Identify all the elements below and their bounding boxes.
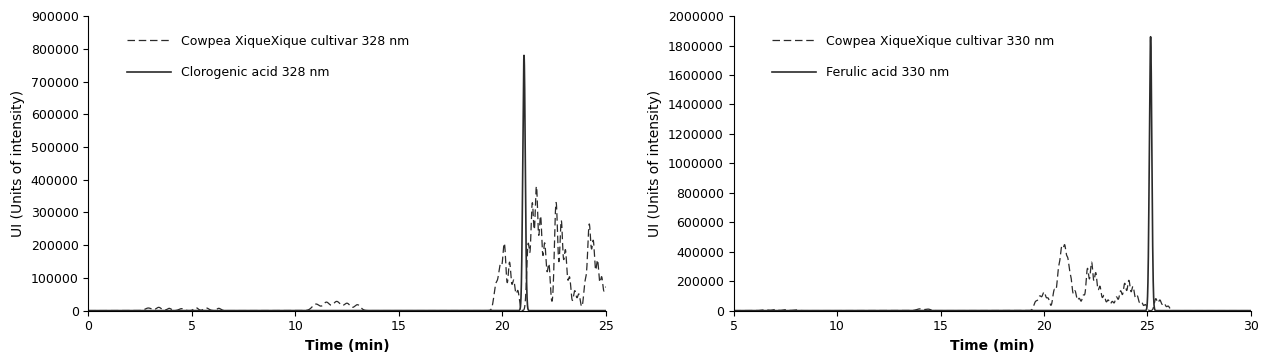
Clorogenic acid 328 nm [570, 308, 585, 313]
Cowpea XiqueXique cultivar 330 nm [827, 308, 842, 313]
Legend: Cowpea XiqueXique cultivar 330 nm, Ferulic acid 330 nm: Cowpea XiqueXique cultivar 330 nm, Ferul… [766, 28, 1060, 86]
Cowpea XiqueXique cultivar 328 nm [570, 292, 585, 296]
Line: Ferulic acid 330 nm: Ferulic acid 330 nm [734, 37, 1251, 310]
Cowpea XiqueXique cultivar 328 nm [112, 308, 127, 313]
Line: Clorogenic acid 328 nm: Clorogenic acid 328 nm [89, 55, 606, 310]
Cowpea XiqueXique cultivar 330 nm [1217, 308, 1232, 313]
Clorogenic acid 328 nm [102, 308, 117, 313]
X-axis label: Time (min): Time (min) [950, 339, 1035, 353]
Cowpea XiqueXique cultivar 330 nm [747, 308, 762, 313]
Line: Cowpea XiqueXique cultivar 330 nm: Cowpea XiqueXique cultivar 330 nm [734, 245, 1251, 310]
Cowpea XiqueXique cultivar 330 nm [728, 308, 743, 313]
Cowpea XiqueXique cultivar 328 nm [102, 308, 117, 313]
Cowpea XiqueXique cultivar 328 nm [334, 303, 349, 307]
Cowpea XiqueXique cultivar 328 nm [598, 285, 613, 289]
Ferulic acid 330 nm [728, 308, 743, 313]
Clorogenic acid 328 nm [334, 308, 349, 313]
Y-axis label: UI (Units of intensity): UI (Units of intensity) [649, 90, 663, 237]
Legend: Cowpea XiqueXique cultivar 328 nm, Clorogenic acid 328 nm: Cowpea XiqueXique cultivar 328 nm, Cloro… [121, 28, 415, 86]
Clorogenic acid 328 nm [112, 308, 127, 313]
X-axis label: Time (min): Time (min) [305, 339, 390, 353]
Ferulic acid 330 nm [757, 308, 772, 313]
Cowpea XiqueXique cultivar 328 nm [433, 308, 448, 313]
Clorogenic acid 328 nm [182, 308, 197, 313]
Y-axis label: UI (Units of intensity): UI (Units of intensity) [11, 90, 25, 237]
Ferulic acid 330 nm [1143, 35, 1158, 39]
Clorogenic acid 328 nm [81, 308, 97, 313]
Cowpea XiqueXique cultivar 330 nm [979, 308, 994, 313]
Cowpea XiqueXique cultivar 330 nm [726, 308, 742, 313]
Cowpea XiqueXique cultivar 330 nm [1057, 242, 1072, 247]
Cowpea XiqueXique cultivar 328 nm [182, 308, 197, 313]
Cowpea XiqueXique cultivar 328 nm [528, 184, 544, 189]
Ferulic acid 330 nm [979, 308, 994, 313]
Cowpea XiqueXique cultivar 328 nm [83, 308, 98, 313]
Cowpea XiqueXique cultivar 328 nm [81, 308, 97, 313]
Ferulic acid 330 nm [747, 308, 762, 313]
Clorogenic acid 328 nm [517, 53, 532, 58]
Ferulic acid 330 nm [726, 308, 742, 313]
Ferulic acid 330 nm [827, 308, 842, 313]
Ferulic acid 330 nm [1215, 308, 1231, 313]
Ferulic acid 330 nm [1243, 308, 1259, 313]
Cowpea XiqueXique cultivar 330 nm [757, 308, 772, 312]
Cowpea XiqueXique cultivar 330 nm [1243, 308, 1259, 313]
Cowpea XiqueXique cultivar 330 nm [1215, 308, 1231, 313]
Line: Cowpea XiqueXique cultivar 328 nm: Cowpea XiqueXique cultivar 328 nm [89, 186, 606, 310]
Clorogenic acid 328 nm [598, 308, 613, 313]
Clorogenic acid 328 nm [83, 308, 98, 313]
